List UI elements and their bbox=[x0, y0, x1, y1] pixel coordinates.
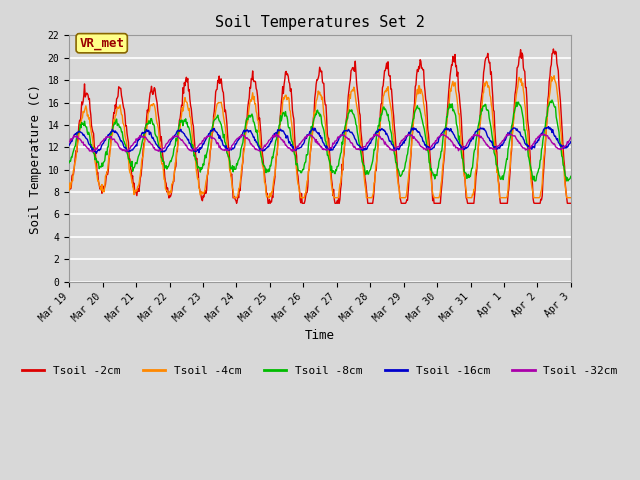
Tsoil -8cm bbox=[177, 120, 185, 125]
Tsoil -16cm bbox=[74, 129, 82, 135]
Tsoil -4cm bbox=[396, 195, 404, 201]
Tsoil -4cm bbox=[126, 170, 134, 176]
Tsoil -2cm bbox=[381, 68, 389, 73]
Y-axis label: Soil Temperature (C): Soil Temperature (C) bbox=[29, 84, 42, 233]
Tsoil -4cm bbox=[230, 195, 238, 201]
Tsoil -32cm bbox=[178, 137, 186, 143]
Tsoil -32cm bbox=[89, 149, 97, 155]
Line: Tsoil -8cm: Tsoil -8cm bbox=[69, 100, 571, 181]
Tsoil -16cm bbox=[93, 150, 100, 156]
Tsoil -2cm bbox=[177, 109, 185, 115]
Tsoil -4cm bbox=[381, 88, 389, 94]
Title: Soil Temperatures Set 2: Soil Temperatures Set 2 bbox=[215, 15, 425, 30]
Tsoil -32cm bbox=[74, 136, 82, 142]
Tsoil -16cm bbox=[545, 124, 552, 130]
Tsoil -16cm bbox=[65, 142, 73, 148]
Tsoil -8cm bbox=[567, 173, 575, 179]
Tsoil -32cm bbox=[396, 140, 404, 146]
Tsoil -16cm bbox=[204, 133, 212, 139]
Text: VR_met: VR_met bbox=[79, 37, 124, 50]
Tsoil -32cm bbox=[204, 133, 212, 139]
X-axis label: Time: Time bbox=[305, 329, 335, 342]
Line: Tsoil -32cm: Tsoil -32cm bbox=[69, 134, 571, 152]
Tsoil -8cm bbox=[548, 97, 556, 103]
Line: Tsoil -4cm: Tsoil -4cm bbox=[69, 76, 571, 198]
Tsoil -16cm bbox=[396, 144, 404, 150]
Tsoil -32cm bbox=[381, 139, 389, 145]
Tsoil -8cm bbox=[396, 170, 403, 176]
Tsoil -32cm bbox=[127, 144, 134, 150]
Tsoil -2cm bbox=[126, 156, 134, 162]
Tsoil -4cm bbox=[567, 195, 575, 201]
Tsoil -8cm bbox=[531, 178, 538, 184]
Tsoil -2cm bbox=[233, 201, 241, 206]
Tsoil -8cm bbox=[126, 160, 134, 166]
Tsoil -8cm bbox=[65, 160, 73, 166]
Tsoil -8cm bbox=[74, 130, 82, 135]
Line: Tsoil -16cm: Tsoil -16cm bbox=[69, 127, 571, 153]
Tsoil -2cm bbox=[74, 132, 82, 137]
Tsoil -8cm bbox=[204, 148, 211, 154]
Tsoil -2cm bbox=[550, 46, 557, 52]
Tsoil -4cm bbox=[550, 73, 558, 79]
Tsoil -32cm bbox=[65, 139, 73, 145]
Tsoil -16cm bbox=[567, 139, 575, 144]
Tsoil -4cm bbox=[65, 187, 73, 193]
Tsoil -16cm bbox=[127, 148, 134, 154]
Tsoil -4cm bbox=[74, 138, 82, 144]
Line: Tsoil -2cm: Tsoil -2cm bbox=[69, 49, 571, 204]
Tsoil -32cm bbox=[567, 134, 575, 140]
Tsoil -8cm bbox=[381, 107, 388, 113]
Tsoil -4cm bbox=[177, 117, 185, 123]
Tsoil -16cm bbox=[381, 128, 389, 134]
Tsoil -2cm bbox=[204, 173, 211, 179]
Tsoil -2cm bbox=[65, 187, 73, 192]
Tsoil -2cm bbox=[567, 201, 575, 206]
Tsoil -4cm bbox=[204, 172, 211, 178]
Tsoil -32cm bbox=[504, 131, 512, 137]
Tsoil -16cm bbox=[178, 129, 186, 135]
Tsoil -2cm bbox=[396, 194, 404, 200]
Legend: Tsoil -2cm, Tsoil -4cm, Tsoil -8cm, Tsoil -16cm, Tsoil -32cm: Tsoil -2cm, Tsoil -4cm, Tsoil -8cm, Tsoi… bbox=[18, 361, 622, 380]
